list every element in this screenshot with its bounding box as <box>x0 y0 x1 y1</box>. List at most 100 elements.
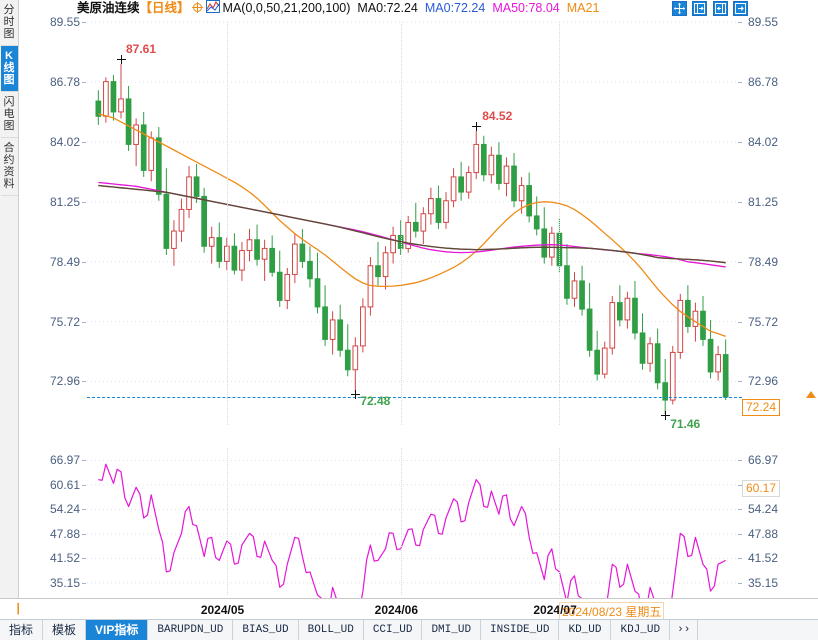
price-axis-label-left: 75.72 <box>49 314 80 329</box>
rsi-axis-tick-right <box>738 460 742 462</box>
annotation-marker <box>661 410 671 420</box>
rsi-axis-tick-left <box>82 509 86 511</box>
symbol-period[interactable]: 【日线】 <box>139 1 190 15</box>
price-axis-label-left: 72.96 <box>49 374 80 389</box>
current-price-tag: 72.24 <box>742 399 781 417</box>
high-annotation-8761: 87.61 <box>126 42 157 57</box>
chart-layout-left-icon[interactable] <box>692 1 708 16</box>
low-annotation-7146: 71.46 <box>670 416 701 431</box>
inside-ud-button[interactable]: INSIDE_UD <box>481 620 560 640</box>
annotation-marker <box>351 389 361 399</box>
price-axis-label-right: 84.02 <box>748 134 779 149</box>
price-axis-label-right: 86.78 <box>748 75 779 90</box>
current-price-line <box>87 397 742 399</box>
cci-ud-button[interactable]: CCI_UD <box>364 620 423 640</box>
price-axis-label-left: 89.55 <box>49 15 80 29</box>
kdj-ud-button[interactable]: KDJ_UD <box>611 620 671 640</box>
price-axis-tick-right <box>738 82 742 84</box>
price-axis-label-left: 81.25 <box>49 194 80 209</box>
sidebar-item-time-share[interactable]: 分时图 <box>0 0 18 46</box>
price-axis-tick-right <box>738 321 742 323</box>
rsi-axis-label-left: 47.88 <box>49 526 80 541</box>
high-annotation-8452: 84.52 <box>482 108 513 123</box>
sidebar-item-k-line[interactable]: K线图 <box>0 46 18 92</box>
sidebar-item-flash[interactable]: 闪电图 <box>0 92 18 138</box>
x-axis-date-label: 2024/07 <box>533 603 577 617</box>
sidebar-item-label: 合约资料 <box>3 142 15 190</box>
price-axis-tick-left <box>82 82 86 84</box>
sidebar-item-label: 分时图 <box>3 4 15 40</box>
price-axis-tick-left <box>82 381 86 383</box>
price-axis-tick-left <box>82 141 86 143</box>
x-grid-line <box>559 448 561 595</box>
rsi-axis-tick-left <box>82 582 86 584</box>
x-grid-line <box>559 22 561 425</box>
rsi-axis-label-left: 41.52 <box>49 551 80 566</box>
x-axis-date-label: 2024/05 <box>200 603 245 617</box>
rsi-axis-tick-right <box>738 582 742 584</box>
rsi-axis-label-right: 66.97 <box>748 453 779 468</box>
barupdn-ud-button[interactable]: BARUPDN_UD <box>148 620 234 640</box>
price-axis-tick-right <box>738 141 742 143</box>
rsi-axis-tick-left <box>82 484 86 486</box>
kd-ud-button[interactable]: KD_UD <box>559 620 612 640</box>
rsi-axis-label-left: 54.24 <box>49 502 80 517</box>
bias-ud-button[interactable]: BIAS_UD <box>233 620 299 640</box>
ma21-value: MA21 <box>566 1 600 15</box>
left-sidebar: 分时图 K线图 闪电图 合约资料 <box>0 0 19 620</box>
price-chart-svg <box>87 21 737 414</box>
ma0-value-a: MA0:72.24 <box>357 1 418 15</box>
annotation-marker <box>117 55 126 65</box>
x-axis-strip: 2024/05 2024/06 2024/07 2024/08/23 星期五 <box>19 598 818 621</box>
template-button[interactable]: 模板 <box>43 620 87 640</box>
price-axis-label-right: 72.96 <box>748 374 779 389</box>
rsi-axis-label-right: 54.24 <box>748 502 779 517</box>
ma50-value: MA50:78.04 <box>492 1 560 15</box>
rsi-axis-tick-left <box>82 558 86 560</box>
chart-expand-icon[interactable] <box>733 1 748 16</box>
price-axis-label-right: 89.55 <box>748 15 779 29</box>
rsi-axis-label-right: 35.15 <box>748 575 779 590</box>
rsi-axis-label-right: 47.88 <box>748 526 779 541</box>
price-chart-pane[interactable] <box>19 17 737 432</box>
price-axis-tick-right <box>738 201 742 203</box>
price-axis-label-right: 81.25 <box>748 194 779 209</box>
chart-layout-right-icon[interactable] <box>712 1 728 16</box>
rsi-axis-label-left: 66.97 <box>49 453 80 468</box>
price-axis-label-right: 78.49 <box>748 254 779 269</box>
x-grid-line <box>226 22 228 425</box>
crosshair-icon[interactable] <box>191 2 203 13</box>
rsi-chart-pane[interactable] <box>19 435 737 598</box>
x-grid-line <box>400 22 402 425</box>
crosshair-move-icon[interactable] <box>671 1 687 16</box>
rsi-axis-label-right: 41.52 <box>748 551 779 566</box>
sidebar-item-label: 闪电图 <box>3 96 15 132</box>
price-axis-label-left: 84.02 <box>49 134 80 149</box>
rsi-axis-tick-right <box>738 484 742 486</box>
x-grid-line <box>226 448 228 595</box>
price-axis-tick-left <box>82 321 86 323</box>
indicator-button[interactable]: 指标 <box>0 620 44 640</box>
rsi-axis-tick-right <box>738 533 742 535</box>
rsi-axis-tick-right <box>738 558 742 560</box>
chart-info-header: 美原油连续【日线】 MA(0,0,50,21,200,100) MA0:72.24 M… <box>19 0 818 17</box>
price-axis-tick-left <box>82 22 86 23</box>
boll-ud-button[interactable]: BOLL_UD <box>299 620 364 640</box>
dmi-ud-button[interactable]: DMI_UD <box>422 620 482 640</box>
ma0-value-b: MA0:72.24 <box>424 1 486 15</box>
rsi-chart-svg <box>87 459 737 598</box>
more-button[interactable]: ›› <box>670 620 699 640</box>
ma-indicator-icon[interactable] <box>205 0 220 13</box>
vip-indicator-button[interactable]: VIP指标 <box>86 620 149 640</box>
sidebar-item-label: K线图 <box>3 50 15 86</box>
sidebar-item-contract-info[interactable]: 合约资料 <box>0 138 18 196</box>
rsi-axis-tick-right <box>738 509 742 511</box>
x-axis-date-label: 2024/06 <box>374 603 419 617</box>
annotation-marker <box>472 121 482 131</box>
x-grid-line <box>400 448 402 595</box>
price-axis-tick-left <box>82 261 86 263</box>
price-axis-label-right: 75.72 <box>748 314 779 329</box>
low-annotation-7248: 72.48 <box>360 393 391 408</box>
rsi-value-tag: 60.17 <box>742 479 781 497</box>
